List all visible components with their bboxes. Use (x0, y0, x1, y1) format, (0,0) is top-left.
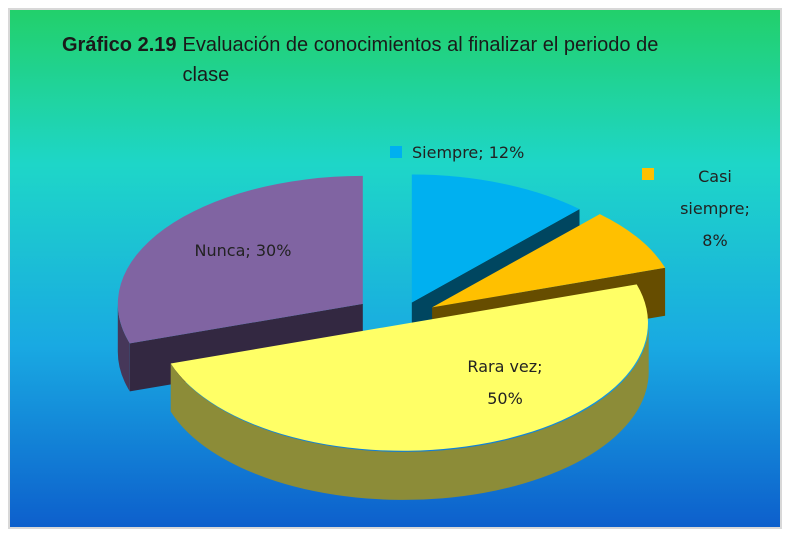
data-label-line: Nunca; 30% (195, 241, 292, 260)
data-label-line: Siempre; 12% (412, 143, 524, 162)
label-key (642, 168, 654, 180)
data-label-line: 50% (487, 389, 523, 408)
slice-wall (170, 324, 649, 500)
slice (117, 175, 363, 344)
data-label: Siempre; 12% (412, 143, 524, 162)
data-label: Nunca; 30% (195, 241, 292, 260)
data-label: Rara vez; 50% (467, 357, 542, 408)
slice (411, 174, 580, 303)
slice (170, 284, 648, 451)
slice-wall (117, 303, 130, 392)
label-key (390, 146, 402, 158)
data-label-line: 8% (702, 231, 727, 250)
title-block: Gráfico 2.19 Evaluación de conocimientos… (62, 30, 722, 90)
chart-title: Evaluación de conocimientos al finalizar… (182, 34, 659, 86)
data-label-line: Casi (698, 167, 732, 186)
slice (432, 214, 666, 308)
data-label-line: siempre; (680, 199, 750, 218)
title-prefix: Gráfico 2.19 (62, 34, 177, 56)
data-label: Casi siempre; 8% (680, 167, 750, 250)
data-label-line: Rara vez; (467, 357, 542, 376)
